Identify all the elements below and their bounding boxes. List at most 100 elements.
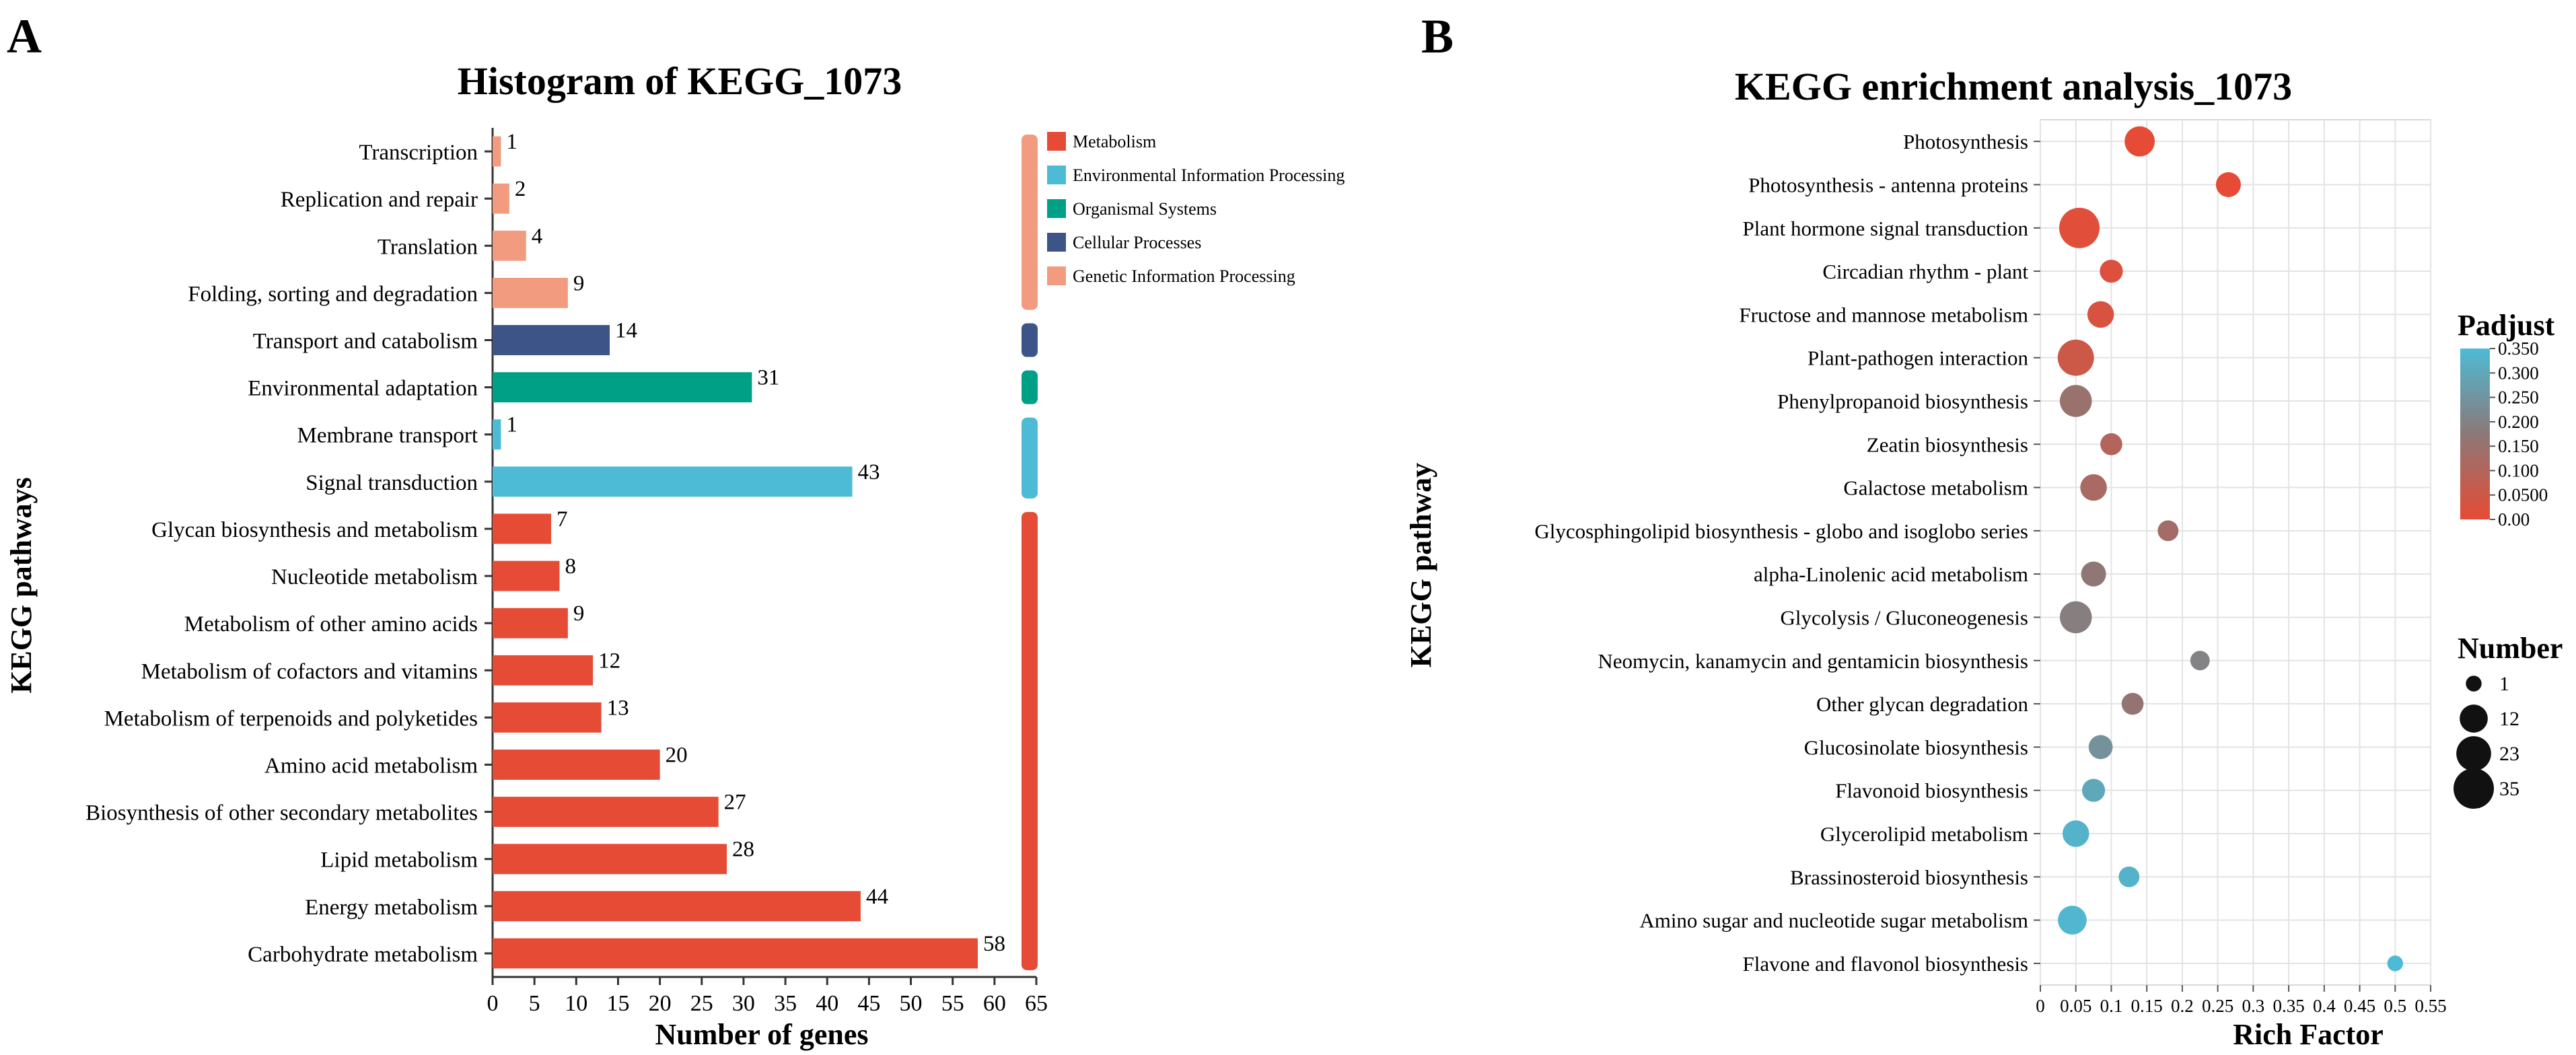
bar-value-label: 1 xyxy=(506,413,517,437)
bar-value-label: 2 xyxy=(515,177,526,201)
padj-tick-label: 0.100 xyxy=(2498,460,2539,480)
chart-a-title: Histogram of KEGG_1073 xyxy=(458,59,902,103)
padj-tick-label: 0.300 xyxy=(2498,363,2539,383)
y-tick-label: Flavonoid biosynthesis xyxy=(1835,779,2028,803)
legend-label: Organismal Systems xyxy=(1073,199,1217,219)
y-tick-label: Transcription xyxy=(359,141,478,165)
x-tick-label: 0.1 xyxy=(2100,996,2123,1016)
y-tick-label: Metabolism of cofactors and vitamins xyxy=(141,659,478,684)
bar xyxy=(493,513,552,544)
chart-b-x-axis-label: Rich Factor xyxy=(2233,1018,2384,1051)
x-tick-label: 0.4 xyxy=(2313,996,2336,1016)
bar xyxy=(493,797,719,828)
x-tick-label: 20 xyxy=(649,991,672,1016)
padj-tick-label: 0.00 xyxy=(2498,509,2530,530)
x-tick-label: 65 xyxy=(1025,991,1048,1016)
bar xyxy=(493,844,727,875)
bar-value-label: 4 xyxy=(532,224,543,248)
bar xyxy=(493,325,610,355)
y-tick-label: Nucleotide metabolism xyxy=(271,565,478,589)
y-tick-label: Metabolism of other amino acids xyxy=(184,612,478,636)
y-tick-label: Replication and repair xyxy=(281,188,478,212)
y-tick-label: Glycerolipid metabolism xyxy=(1820,822,2028,846)
bar-value-label: 43 xyxy=(858,460,880,484)
group-bar xyxy=(1022,370,1038,404)
bar-value-label: 13 xyxy=(607,696,629,720)
number-legend-label: 12 xyxy=(2499,708,2519,730)
bar-value-label: 27 xyxy=(724,791,746,815)
padj-tick-label: 0.250 xyxy=(2498,388,2539,408)
group-bar xyxy=(1022,417,1038,499)
scatter-point xyxy=(2121,692,2144,715)
bar-value-label: 44 xyxy=(866,885,888,909)
x-tick-label: 0 xyxy=(2036,996,2045,1016)
scatter-point xyxy=(2058,906,2087,935)
bar xyxy=(493,750,660,780)
scatter-point xyxy=(2190,651,2210,671)
number-legend-dot xyxy=(2460,704,2488,733)
y-tick-label: Folding, sorting and degradation xyxy=(188,282,478,306)
y-tick-label: Photosynthesis xyxy=(1903,130,2028,153)
x-tick-label: 0.35 xyxy=(2273,996,2304,1016)
x-tick-label: 0.45 xyxy=(2344,996,2375,1016)
chart-b-number-legend: Number 1 12 23 35 xyxy=(2454,632,2563,809)
bar xyxy=(493,372,752,403)
y-tick-label: Membrane transport xyxy=(297,424,478,448)
x-tick-label: 35 xyxy=(774,991,797,1016)
y-tick-label: Fructose and mannose metabolism xyxy=(1739,303,2028,326)
y-tick-label: Photosynthesis - antenna proteins xyxy=(1748,173,2028,196)
y-tick-label: Zeatin biosynthesis xyxy=(1867,433,2028,456)
y-tick-label: Environmental adaptation xyxy=(248,377,478,401)
number-legend-label: 1 xyxy=(2499,673,2509,695)
bar xyxy=(493,702,602,733)
scatter-point xyxy=(2088,735,2113,760)
bar xyxy=(493,938,978,969)
chart-a-group-bars xyxy=(1022,135,1038,970)
scatter-point xyxy=(2059,601,2092,634)
panel-a-letter: A xyxy=(7,9,42,63)
y-tick-label: Plant hormone signal transduction xyxy=(1743,217,2029,240)
scatter-point xyxy=(2081,561,2106,587)
bar xyxy=(493,136,501,167)
scatter-point xyxy=(2387,955,2403,972)
padj-tick-label: 0.150 xyxy=(2498,436,2539,456)
scatter-point xyxy=(2157,520,2179,542)
y-tick-label: Amino sugar and nucleotide sugar metabol… xyxy=(1639,909,2028,933)
x-tick-label: 50 xyxy=(900,991,923,1016)
y-tick-label: Carbohydrate metabolism xyxy=(248,943,478,967)
panel-b-letter: B xyxy=(1421,9,1454,63)
bar xyxy=(493,419,501,450)
scatter-point xyxy=(2100,433,2122,456)
x-tick-label: 0.3 xyxy=(2242,996,2264,1016)
bar xyxy=(493,560,560,591)
bar xyxy=(493,608,568,639)
legend-label: Metabolism xyxy=(1073,132,1156,151)
y-tick-label: Glycolysis / Gluconeogenesis xyxy=(1780,606,2028,629)
scatter-point xyxy=(2124,126,2155,157)
panel-a: A Histogram of KEGG_1073 KEGG pathways N… xyxy=(5,9,1345,1051)
bar xyxy=(493,277,568,308)
y-tick-label: Glucosinolate biosynthesis xyxy=(1804,735,2028,759)
y-tick-label: Translation xyxy=(378,235,478,259)
legend-swatch xyxy=(1047,132,1066,151)
padj-tick-label: 0.200 xyxy=(2498,412,2539,432)
y-tick-label: Galactose metabolism xyxy=(1843,476,2028,500)
group-bar xyxy=(1022,323,1038,357)
chart-b-points xyxy=(2057,126,2403,972)
x-tick-label: 0.25 xyxy=(2202,996,2233,1016)
bar xyxy=(493,183,509,214)
bar-value-label: 20 xyxy=(666,743,688,768)
bar-value-label: 12 xyxy=(598,649,620,673)
chart-b-y-axis-label: KEGG pathway xyxy=(1404,463,1437,667)
number-legend-label: 23 xyxy=(2499,743,2519,765)
chart-b-padj-legend: Padjust 0.350 0.300 0.250 0.200 0.150 0.100 0.… xyxy=(2458,309,2555,530)
x-tick-label: 25 xyxy=(690,991,713,1016)
x-tick-label: 0 xyxy=(487,991,499,1016)
plot-border xyxy=(2040,119,2431,986)
group-bar xyxy=(1022,511,1038,970)
x-tick-label: 10 xyxy=(565,991,587,1016)
legend-swatch xyxy=(1047,233,1066,252)
chart-a-legend: Metabolism Environmental Information Proc… xyxy=(1047,132,1345,286)
scatter-point xyxy=(2080,474,2107,501)
